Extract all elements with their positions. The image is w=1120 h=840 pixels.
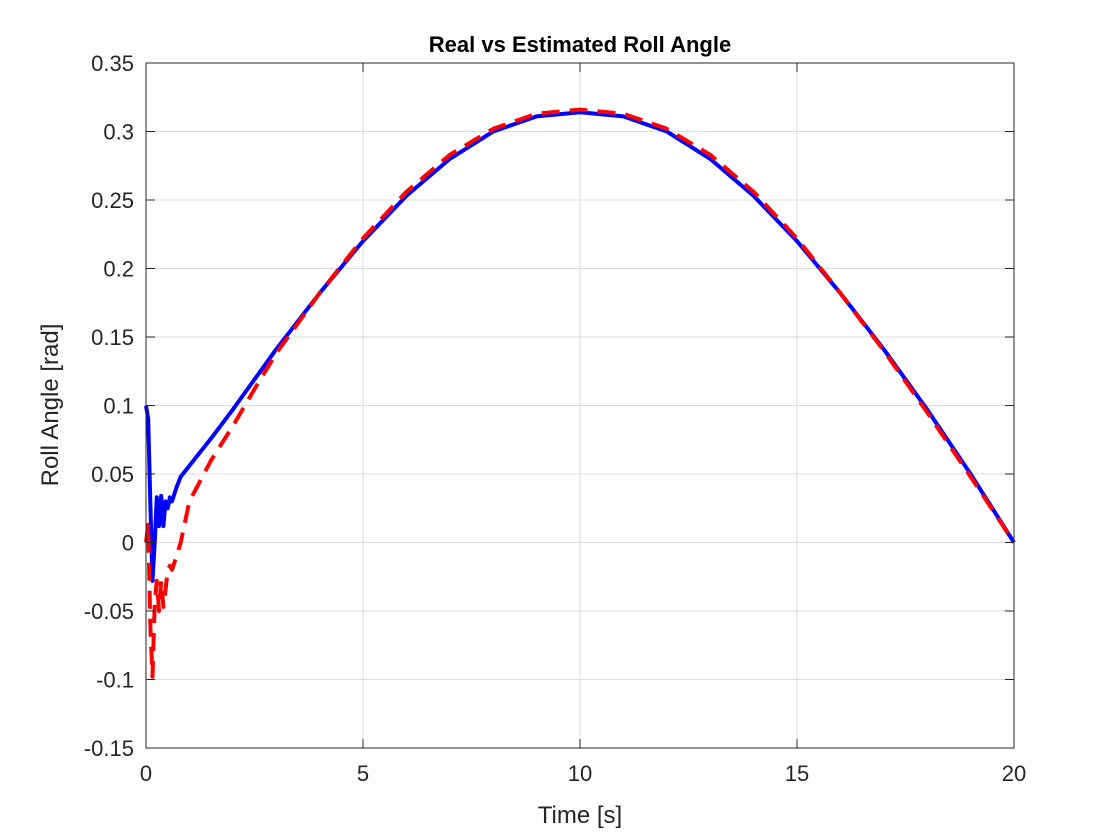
axis-ticks: 0 5 10 15 20 -0.15 -0.1 -0.05 0 0.05 0.1 0.15 0.2 0.2… [84,51,1026,786]
y-tick-label: -0.15 [84,736,134,761]
y-tick-label: 0.3 [103,120,134,145]
chart-title: Real vs Estimated Roll Angle [429,32,731,57]
x-tick-label: 20 [1002,761,1026,786]
data-series [144,107,1016,679]
y-tick-label: 0.1 [103,394,134,419]
y-axis-label: Roll Angle [rad] [37,324,64,487]
y-tick-label: 0.2 [103,257,134,282]
y-tick-label: 0.35 [91,51,134,76]
x-tick-label: 15 [785,761,809,786]
x-tick-label: 10 [568,761,592,786]
real-roll-solid-line [144,110,1016,583]
x-tick-label: 5 [357,761,369,786]
estimated-roll-dashed-line [144,107,1016,679]
y-tick-label: 0.15 [91,325,134,350]
y-tick-label: -0.1 [96,668,134,693]
y-tick-label: -0.05 [84,599,134,624]
y-tick-label: 0 [122,531,134,556]
y-tick-label: 0.05 [91,462,134,487]
x-tick-label: 0 [140,761,152,786]
x-axis-label: Time [s] [538,802,622,829]
y-tick-label: 0.25 [91,188,134,213]
